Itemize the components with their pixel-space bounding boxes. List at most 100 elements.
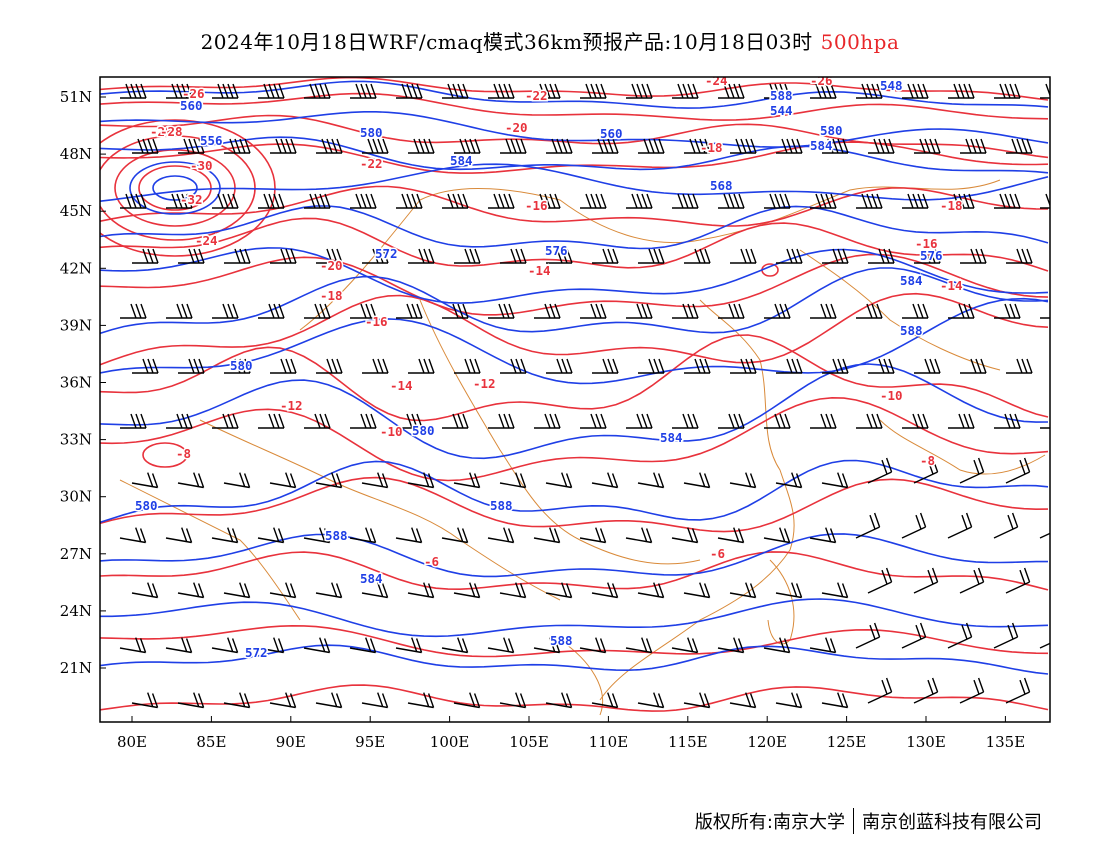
wind-barb — [672, 303, 699, 319]
temperature-contour-label: -12 — [473, 376, 496, 391]
lon-tick-label: 100E — [430, 733, 470, 751]
wind-barb — [914, 358, 941, 374]
wind-barb — [764, 193, 791, 209]
temperature-contour-label: -16 — [915, 236, 938, 251]
lon-tick-label: 95E — [355, 733, 385, 751]
lon-tick-label: 135E — [986, 733, 1026, 751]
height-contour-label: 556 — [200, 133, 223, 148]
height-contour — [100, 363, 1049, 460]
wind-barb — [407, 692, 435, 709]
wind-barb — [488, 303, 515, 319]
wind-barb — [304, 413, 331, 429]
wind-barb — [119, 637, 147, 654]
wind-barb — [914, 248, 941, 264]
height-contour — [100, 163, 1049, 202]
temperature-isotherm — [100, 185, 1049, 227]
wind-barb — [718, 413, 745, 429]
wind-barb — [821, 472, 849, 489]
wind-barb — [350, 193, 377, 209]
wind-barb — [119, 527, 147, 544]
temperature-contour-label: -14 — [940, 278, 963, 293]
wind-barb — [270, 358, 297, 374]
temperature-contour-label: -22 — [360, 156, 383, 171]
copyright-right: 南京创蓝科技有限公司 — [862, 812, 1042, 833]
wind-barb — [224, 138, 251, 154]
wind-barb — [534, 193, 561, 209]
wind-barb — [177, 472, 205, 489]
wind-barb — [637, 692, 665, 709]
wind-barb — [867, 457, 893, 484]
wind-barb — [131, 582, 159, 599]
wind-barb — [994, 303, 1021, 319]
wind-barb — [257, 527, 285, 544]
wind-barb — [166, 303, 193, 319]
title-level: 500hpa — [820, 30, 900, 54]
temperature-isotherm — [100, 334, 1049, 422]
wind-barb — [775, 692, 803, 709]
height-contour-label: 580 — [820, 123, 843, 138]
temperature-contour-label: -16 — [365, 314, 388, 329]
lon-tick-label: 85E — [196, 733, 226, 751]
wind-barb — [315, 472, 343, 489]
height-contour-label: 580 — [412, 423, 435, 438]
temperature-contour-label: -12 — [280, 398, 303, 413]
height-low-contour — [152, 175, 198, 201]
lon-tick-label: 90E — [276, 733, 306, 751]
height-contour-label: 584 — [660, 430, 683, 445]
wind-barb — [361, 472, 389, 489]
wind-barb — [488, 83, 515, 99]
wind-barb — [1006, 138, 1033, 154]
footer-separator — [853, 808, 854, 834]
lat-tick-label: 27N — [60, 545, 92, 563]
height-contour-label: 588 — [550, 633, 573, 648]
wind-barb — [775, 582, 803, 599]
wind-barb — [913, 677, 939, 704]
lat-tick-label: 51N — [60, 88, 92, 106]
wind-barb — [684, 138, 711, 154]
wind-barb — [868, 248, 895, 264]
temperature-contour-label: -18 — [320, 288, 343, 303]
wind-barb — [684, 248, 711, 264]
wind-barb — [901, 622, 927, 649]
lon-tick-label: 115E — [668, 733, 708, 751]
lon-tick-label: 120E — [747, 733, 787, 751]
wind-barb — [120, 83, 147, 99]
wind-barb — [1006, 358, 1033, 374]
wind-barb — [454, 248, 481, 264]
coastline-segment — [879, 419, 1046, 475]
wind-barb — [361, 692, 389, 709]
wind-barb — [672, 83, 699, 99]
wind-barb — [729, 472, 757, 489]
temperature-contour-label: -10 — [380, 424, 403, 439]
wind-barb — [165, 637, 193, 654]
wind-barb — [1005, 677, 1031, 704]
wind-barb — [994, 83, 1021, 99]
temperature-contour-label: -28 — [150, 124, 173, 139]
wind-barb — [821, 692, 849, 709]
height-contour — [100, 136, 1049, 174]
copyright-left: 版权所有:南京大学 — [694, 812, 845, 833]
height-contour — [100, 80, 1049, 109]
wind-barb — [591, 472, 619, 489]
wind-barb — [212, 303, 239, 319]
wind-barb — [316, 248, 343, 264]
wind-barb — [500, 358, 527, 374]
wind-barb — [902, 413, 929, 429]
height-contour-label: 588 — [770, 88, 793, 103]
temperature-isotherm — [100, 253, 1049, 316]
wind-barb — [625, 527, 653, 544]
wind-barb — [947, 622, 973, 649]
wind-barb — [488, 193, 515, 209]
wind-barb — [441, 527, 469, 544]
wind-barb — [959, 677, 985, 704]
wind-barb — [822, 248, 849, 264]
wind-barb — [775, 472, 803, 489]
wind-barb — [683, 582, 711, 599]
wind-barb — [822, 358, 849, 374]
height-contour-label: 576 — [545, 243, 568, 258]
wind-barb — [178, 358, 205, 374]
wind-barb — [454, 138, 481, 154]
wind-barb — [947, 512, 973, 539]
temperature-contour-label: -24 — [705, 73, 728, 88]
wind-barb — [487, 527, 515, 544]
